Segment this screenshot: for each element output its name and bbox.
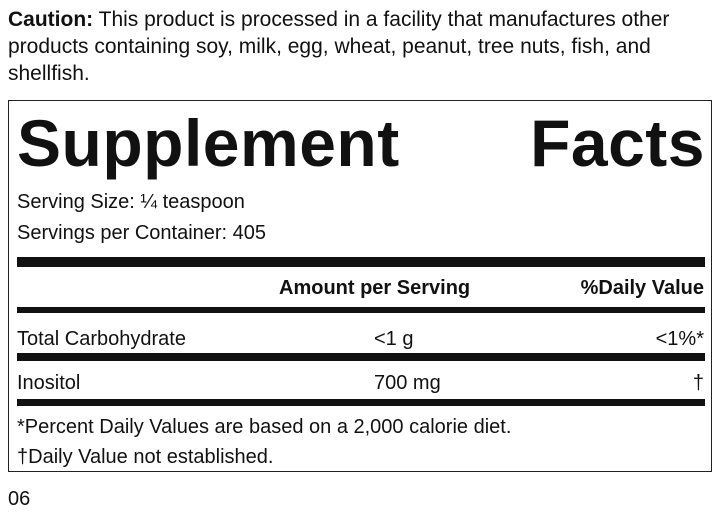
footnote: *Percent Daily Values are based on a 2,0…: [17, 416, 512, 438]
divider: [17, 399, 705, 406]
column-header: %Daily Value: [580, 277, 704, 299]
caution-label: Caution:: [8, 8, 94, 31]
nutrient-name: Total Carbohydrate: [17, 328, 186, 350]
serving-size: Serving Size: ¼ teaspoon: [17, 191, 245, 213]
caution-text: This product is processed in a facility …: [8, 8, 670, 85]
footnote: †Daily Value not established.: [17, 446, 274, 468]
product-code: 06: [8, 488, 31, 510]
panel-title: Supplement Facts: [17, 106, 705, 180]
daily-value: †: [692, 372, 704, 394]
column-header: Amount per Serving: [279, 277, 471, 299]
divider: [17, 353, 705, 361]
daily-value: <1%*: [655, 328, 704, 350]
supplement-facts-panel: Supplement Facts Serving Size: ¼ teaspoo…: [8, 100, 712, 472]
amount: 700 mg: [374, 372, 441, 394]
divider: [17, 307, 705, 313]
amount: <1 g: [374, 328, 414, 350]
caution: Caution: This product is processed in a …: [8, 6, 698, 87]
divider: [17, 257, 705, 267]
servings-per-container: Servings per Container: 405: [17, 222, 267, 244]
nutrient-name: Inositol: [17, 372, 81, 394]
